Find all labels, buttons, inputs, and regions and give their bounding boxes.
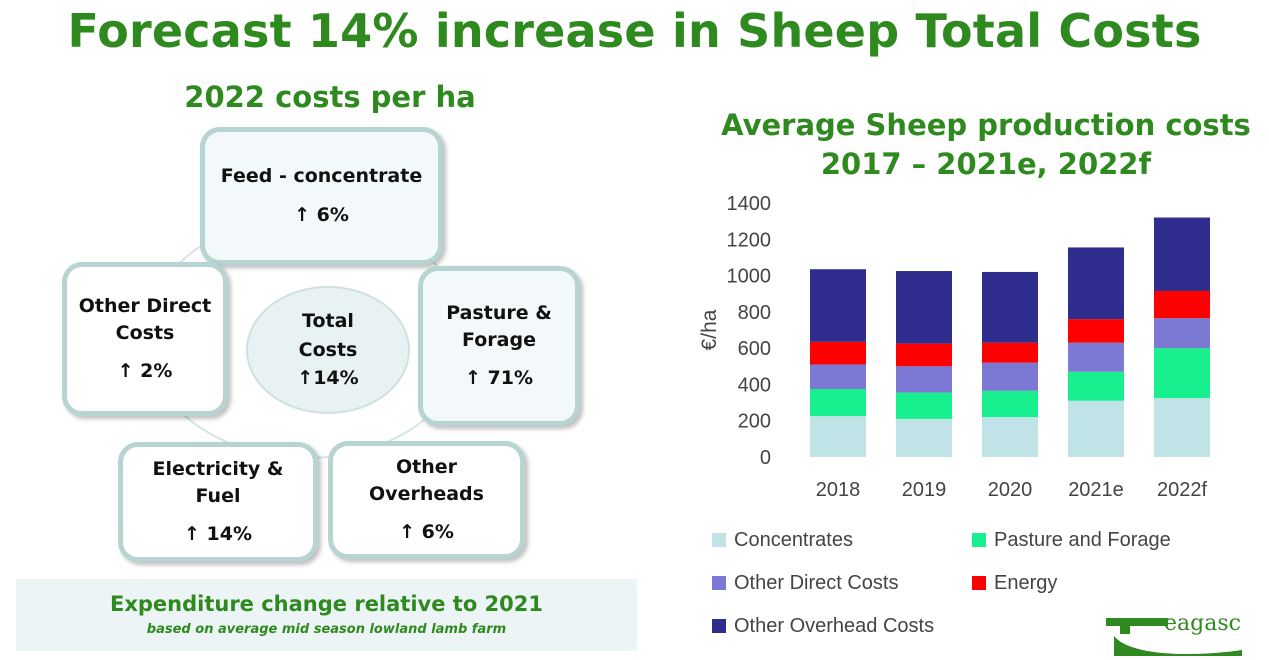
- pasture-forage-box: Pasture & Forage ↑ 71%: [418, 266, 580, 426]
- legend-label: Other Overhead Costs: [734, 615, 934, 637]
- legend-swatch: [972, 576, 986, 590]
- teagasc-logo: eagasc: [1106, 611, 1242, 656]
- y-tick-label: 1000: [727, 266, 772, 288]
- other-overheads-box: Other Overheads ↑ 6%: [328, 441, 525, 559]
- pasture-label-line2: Forage: [462, 328, 536, 351]
- bar-segment: [1068, 400, 1124, 457]
- y-tick-label: 1200: [727, 229, 772, 251]
- footer-line1: Expenditure change relative to 2021: [109, 592, 544, 616]
- bar-segment: [982, 362, 1038, 391]
- chart-title-line1: Average Sheep production costs: [721, 108, 1251, 142]
- bar-segment: [810, 341, 866, 365]
- y-tick-label: 0: [760, 447, 771, 469]
- pasture-change: ↑ 71%: [464, 367, 533, 390]
- y-tick-label: 600: [738, 338, 771, 360]
- chart-title-line2: 2017 – 2021e, 2022f: [820, 146, 1152, 181]
- bar-segment: [1154, 290, 1210, 319]
- logo-text: eagasc: [1164, 611, 1241, 636]
- bar-segment: [1068, 342, 1124, 372]
- bar-segment: [896, 418, 952, 457]
- pasture-label-line1: Pasture &: [446, 302, 552, 325]
- bar-segment: [1068, 319, 1124, 343]
- legend-label: Pasture and Forage: [994, 529, 1171, 551]
- legend-label: Other Direct Costs: [734, 572, 898, 594]
- x-tick-label: 2022f: [1157, 479, 1207, 501]
- bar-segment: [810, 269, 866, 342]
- feed-concentrate-box: Feed - concentrate ↑ 6%: [200, 127, 443, 265]
- bar-segment: [982, 390, 1038, 418]
- total-costs-oval: Total Costs ↑14%: [246, 286, 410, 414]
- bar-segment: [1154, 348, 1210, 399]
- bar-segment: [810, 416, 866, 457]
- diagram-subtitle: 2022 costs per ha: [184, 80, 476, 114]
- legend-swatch: [712, 619, 726, 633]
- bar-segment: [1068, 371, 1124, 401]
- legend-label: Concentrates: [734, 529, 853, 551]
- overheads-change: ↑ 6%: [399, 521, 454, 544]
- bar-segment: [1068, 247, 1124, 320]
- bar-segment: [1154, 398, 1210, 457]
- x-tick-label: 2021e: [1068, 479, 1124, 501]
- total-change: ↑14%: [297, 367, 359, 390]
- page-title: Forecast 14% increase in Sheep Total Cos…: [67, 4, 1202, 58]
- x-tick-label: 2019: [902, 479, 947, 501]
- other-direct-label-line2: Costs: [115, 321, 175, 344]
- legend-swatch: [712, 576, 726, 590]
- electricity-label-line2: Fuel: [195, 484, 241, 507]
- bar-segment: [896, 366, 952, 393]
- total-label-line1: Total: [302, 310, 354, 333]
- other-direct-label-line1: Other Direct: [78, 295, 212, 318]
- y-axis-label: €/ha: [698, 309, 721, 350]
- footer-note: Expenditure change relative to 2021 base…: [16, 579, 637, 651]
- bar-segment: [982, 417, 1038, 457]
- bar-segment: [982, 342, 1038, 363]
- x-tick-label: 2020: [988, 479, 1033, 501]
- logo-swoosh: [1114, 636, 1242, 656]
- bar-segment: [896, 343, 952, 367]
- legend-swatch: [972, 533, 986, 547]
- bar-segment: [982, 271, 1038, 343]
- total-label-line2: Costs: [298, 338, 358, 361]
- feed-label: Feed - concentrate: [220, 165, 423, 188]
- bar-segment: [810, 364, 866, 389]
- feed-change: ↑ 6%: [294, 204, 349, 226]
- y-tick-label: 400: [738, 374, 771, 396]
- bar-segment: [896, 392, 952, 419]
- stacked-bar-chart: 0 200 400 600 800 1000 1200 1400 €/ha 2018 2019 202…: [698, 193, 1210, 637]
- other-direct-costs-box: Other Direct Costs ↑ 2%: [62, 262, 228, 416]
- electricity-fuel-box: Electricity & Fuel ↑ 14%: [118, 442, 318, 562]
- y-tick-label: 200: [738, 411, 771, 433]
- bar-segment: [1154, 318, 1210, 349]
- bar-segment: [896, 271, 952, 344]
- bar-segment: [1154, 217, 1210, 291]
- x-tick-label: 2018: [816, 479, 861, 501]
- logo-mark: [1106, 618, 1168, 634]
- bar-segment: [810, 388, 866, 417]
- electricity-label-line1: Electricity &: [152, 458, 284, 481]
- chart-title: Average Sheep production costs 2017 – 20…: [700, 106, 1269, 183]
- y-tick-label: 800: [738, 302, 771, 324]
- y-tick-label: 1400: [727, 193, 772, 215]
- legend-swatch: [712, 533, 726, 547]
- other-direct-change: ↑ 2%: [117, 360, 173, 383]
- electricity-change: ↑ 14%: [183, 523, 252, 546]
- footer-line2: based on average mid season lowland lamb…: [146, 622, 507, 637]
- overheads-label-line1: Other: [395, 456, 458, 479]
- legend-label: Energy: [994, 572, 1057, 594]
- overheads-label-line2: Overheads: [369, 482, 484, 505]
